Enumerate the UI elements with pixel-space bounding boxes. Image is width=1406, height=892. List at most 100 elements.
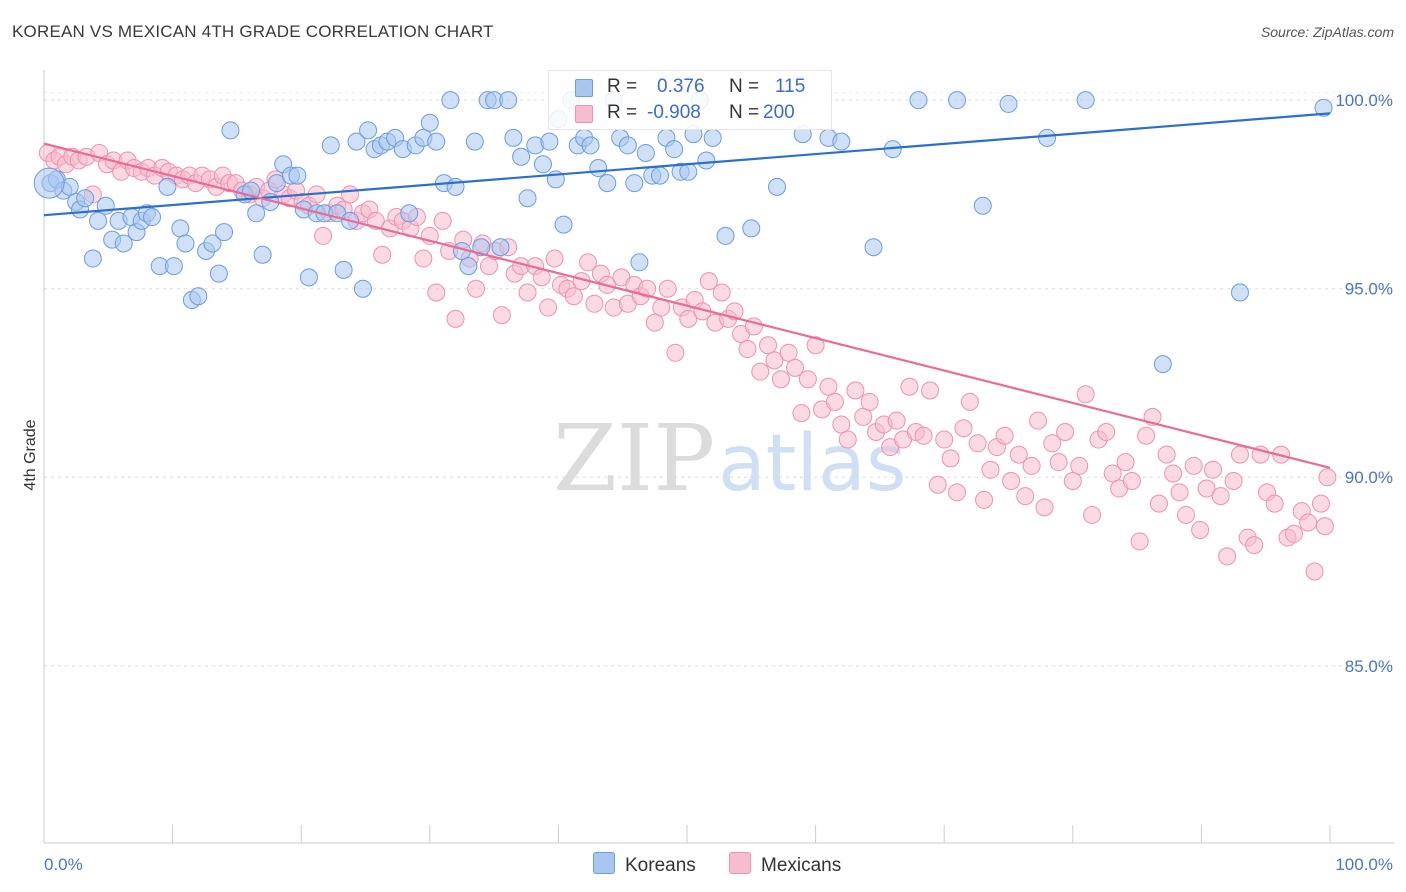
- data-point-mexicans: [1076, 385, 1095, 404]
- data-point-mexicans: [518, 283, 537, 302]
- data-point-koreans: [472, 238, 491, 257]
- axes: [43, 70, 1394, 844]
- chart-title: KOREAN VS MEXICAN 4TH GRADE CORRELATION …: [12, 22, 494, 41]
- data-point-mexicans: [819, 377, 838, 396]
- data-point-koreans: [427, 132, 446, 151]
- data-point-mexicans: [492, 306, 511, 325]
- data-point-mexicans: [1176, 505, 1195, 524]
- data-point-koreans: [114, 234, 133, 253]
- data-point-koreans: [625, 174, 644, 193]
- data-point-mexicans: [545, 249, 564, 268]
- data-point-koreans: [334, 260, 353, 279]
- data-point-mexicans: [1211, 487, 1230, 506]
- data-point-mexicans: [699, 272, 718, 291]
- data-point-koreans: [768, 177, 787, 196]
- data-point-mexicans: [433, 211, 452, 230]
- data-point-mexicans: [1265, 494, 1284, 513]
- data-point-koreans: [347, 132, 366, 151]
- data-point-koreans: [215, 223, 234, 242]
- data-point-mexicans: [658, 279, 677, 298]
- data-point-koreans: [1314, 98, 1333, 117]
- data-point-mexicans: [1009, 445, 1028, 464]
- data-point-mexicans: [1103, 464, 1122, 483]
- data-point-mexicans: [712, 283, 731, 302]
- data-point-koreans: [33, 167, 65, 199]
- data-point-mexicans: [427, 283, 446, 302]
- data-point-koreans: [459, 257, 478, 276]
- data-point-koreans: [247, 204, 266, 223]
- data-point-mexicans: [1149, 494, 1168, 513]
- data-point-koreans: [832, 132, 851, 151]
- data-point-mexicans: [854, 407, 873, 426]
- data-point-koreans: [650, 166, 669, 185]
- data-point-koreans: [158, 177, 177, 196]
- legend-item-mexicans[interactable]: Mexicans: [729, 852, 841, 877]
- data-point-mexicans: [1130, 532, 1149, 551]
- data-point-koreans: [499, 91, 518, 110]
- data-point-mexicans: [1230, 445, 1249, 464]
- data-point-koreans: [999, 94, 1018, 113]
- data-point-mexicans: [479, 257, 498, 276]
- data-point-koreans: [665, 140, 684, 159]
- data-point-koreans: [359, 121, 378, 140]
- data-point-mexicans: [935, 430, 954, 449]
- data-point-mexicans: [1164, 464, 1183, 483]
- data-point-mexicans: [968, 434, 987, 453]
- data-point-mexicans: [666, 343, 685, 362]
- data-point-koreans: [267, 174, 286, 193]
- data-point-mexicans: [798, 370, 817, 389]
- data-point-mexicans: [846, 381, 865, 400]
- data-point-mexicans: [1022, 456, 1041, 475]
- data-point-koreans: [176, 234, 195, 253]
- data-point-mexicans: [373, 245, 392, 264]
- data-point-koreans: [697, 151, 716, 170]
- data-point-mexicans: [792, 404, 811, 423]
- data-point-koreans: [703, 128, 722, 147]
- data-point-mexicans: [771, 370, 790, 389]
- data-point-koreans: [948, 91, 967, 110]
- data-point-koreans: [533, 155, 552, 174]
- legend-swatch-mexicans: [575, 105, 593, 123]
- data-point-mexicans: [638, 279, 657, 298]
- data-point-mexicans: [806, 336, 825, 355]
- data-point-koreans: [973, 196, 992, 215]
- legend-item-koreans[interactable]: Koreans: [593, 852, 696, 877]
- data-point-koreans: [446, 177, 465, 196]
- n-label: N =: [729, 102, 760, 123]
- data-point-mexicans: [1035, 498, 1054, 517]
- data-point-mexicans: [825, 392, 844, 411]
- data-point-koreans: [143, 208, 162, 227]
- data-point-koreans: [76, 189, 95, 208]
- data-point-koreans: [540, 132, 559, 151]
- data-point-mexicans: [832, 415, 851, 434]
- y-tick-label: 90.0%: [1345, 468, 1393, 487]
- data-point-koreans: [1153, 355, 1172, 374]
- data-point-koreans: [504, 128, 523, 147]
- data-point-mexicans: [948, 483, 967, 502]
- data-point-mexicans: [1218, 547, 1237, 566]
- x-tick-label: 100.0%: [1335, 855, 1393, 874]
- data-points: [33, 91, 1337, 581]
- data-point-koreans: [679, 162, 698, 181]
- watermark: ZIP atlas: [553, 405, 907, 512]
- trend-line-mexicans: [43, 142, 1331, 469]
- stats-legend: R = 0.376 N = 115 R = -0.908 N = 200: [548, 70, 832, 130]
- data-point-koreans: [1230, 283, 1249, 302]
- y-axis-title: 4th Grade: [22, 419, 39, 490]
- data-point-koreans: [716, 226, 735, 245]
- data-point-mexicans: [314, 226, 333, 245]
- data-point-mexicans: [914, 426, 933, 445]
- data-point-koreans: [742, 219, 761, 238]
- data-point-koreans: [171, 219, 190, 238]
- n-value-koreans: 115: [775, 76, 806, 97]
- data-point-mexicans: [1191, 521, 1210, 540]
- data-point-mexicans: [1315, 517, 1334, 536]
- data-point-mexicans: [860, 392, 879, 411]
- legend-row-mexicans: R = -0.908 N = 200: [549, 100, 831, 126]
- data-point-koreans: [89, 211, 108, 230]
- data-point-mexicans: [1056, 422, 1075, 441]
- data-point-mexicans: [446, 309, 465, 328]
- data-point-mexicans: [900, 377, 919, 396]
- data-point-mexicans: [1284, 524, 1303, 543]
